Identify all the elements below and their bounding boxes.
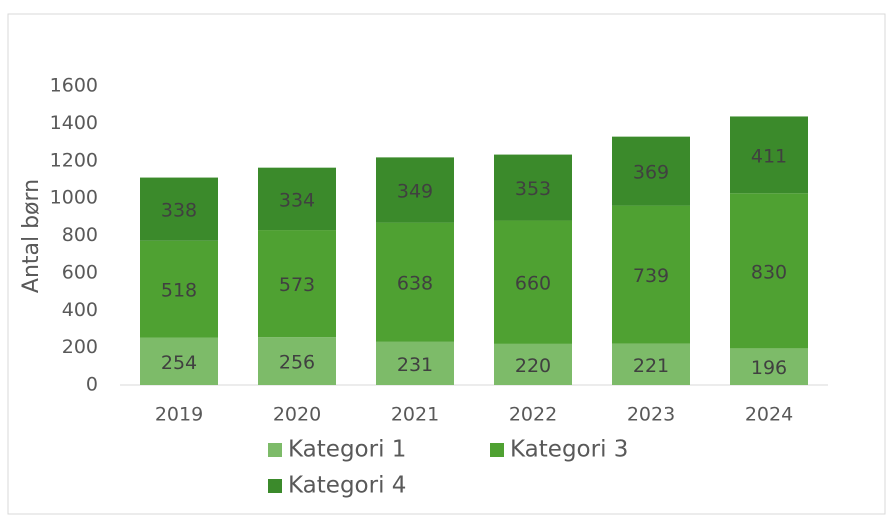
data-label: 221 [633, 355, 669, 377]
data-label: 334 [279, 189, 315, 211]
legend-label: Kategori 4 [288, 473, 406, 499]
x-tick-label: 2023 [627, 404, 675, 426]
y-axis-label: Antal børn [19, 179, 44, 293]
data-label: 660 [515, 273, 551, 295]
bar-segment [612, 343, 690, 385]
data-label: 353 [515, 178, 551, 200]
bar-segment [258, 230, 336, 338]
bar-segment [376, 341, 454, 385]
data-label: 739 [633, 265, 669, 287]
x-tick-label: 2022 [509, 404, 557, 426]
bar-segment [494, 220, 572, 344]
legend-label: Kategori 1 [288, 437, 406, 463]
data-label: 369 [633, 162, 669, 184]
data-label: 338 [161, 200, 197, 222]
bar-segment [730, 193, 808, 349]
bar-segment [612, 136, 690, 206]
data-label: 196 [751, 357, 787, 379]
bar-segment [612, 205, 690, 344]
data-label: 254 [161, 352, 197, 374]
x-tick-label: 2020 [273, 404, 321, 426]
x-tick-label: 2019 [155, 404, 203, 426]
y-tick-label: 0 [86, 374, 98, 396]
data-label: 231 [397, 354, 433, 376]
x-tick-label: 2021 [391, 404, 439, 426]
data-label: 256 [279, 352, 315, 374]
bar-segment [140, 240, 218, 338]
y-tick-label: 600 [62, 261, 98, 283]
y-tick-label: 1600 [50, 75, 98, 97]
y-tick-label: 1000 [50, 187, 98, 209]
data-label: 220 [515, 355, 551, 377]
data-label: 518 [161, 280, 197, 302]
legend-label: Kategori 3 [510, 437, 628, 463]
bar-segment [258, 167, 336, 231]
bar-segment [140, 177, 218, 241]
data-label: 573 [279, 274, 315, 296]
legend-swatch [268, 479, 282, 493]
legend-swatch [268, 443, 282, 457]
bar-segment [730, 116, 808, 194]
bar-segment [140, 337, 218, 385]
y-tick-label: 1400 [50, 112, 98, 134]
bar-segment [376, 222, 454, 342]
y-tick-label: 200 [62, 336, 98, 358]
data-label: 638 [397, 273, 433, 295]
data-label: 411 [751, 145, 787, 167]
x-tick-label: 2024 [745, 404, 793, 426]
legend-swatch [490, 443, 504, 457]
bar-segment [494, 343, 572, 385]
data-label: 349 [397, 180, 433, 202]
bar-segment [258, 337, 336, 385]
y-tick-label: 400 [62, 299, 98, 321]
bar-segment [494, 154, 572, 221]
bar-segment [376, 157, 454, 223]
bar-segment [730, 348, 808, 385]
y-tick-label: 1200 [50, 149, 98, 171]
y-tick-label: 800 [62, 224, 98, 246]
data-label: 830 [751, 261, 787, 283]
